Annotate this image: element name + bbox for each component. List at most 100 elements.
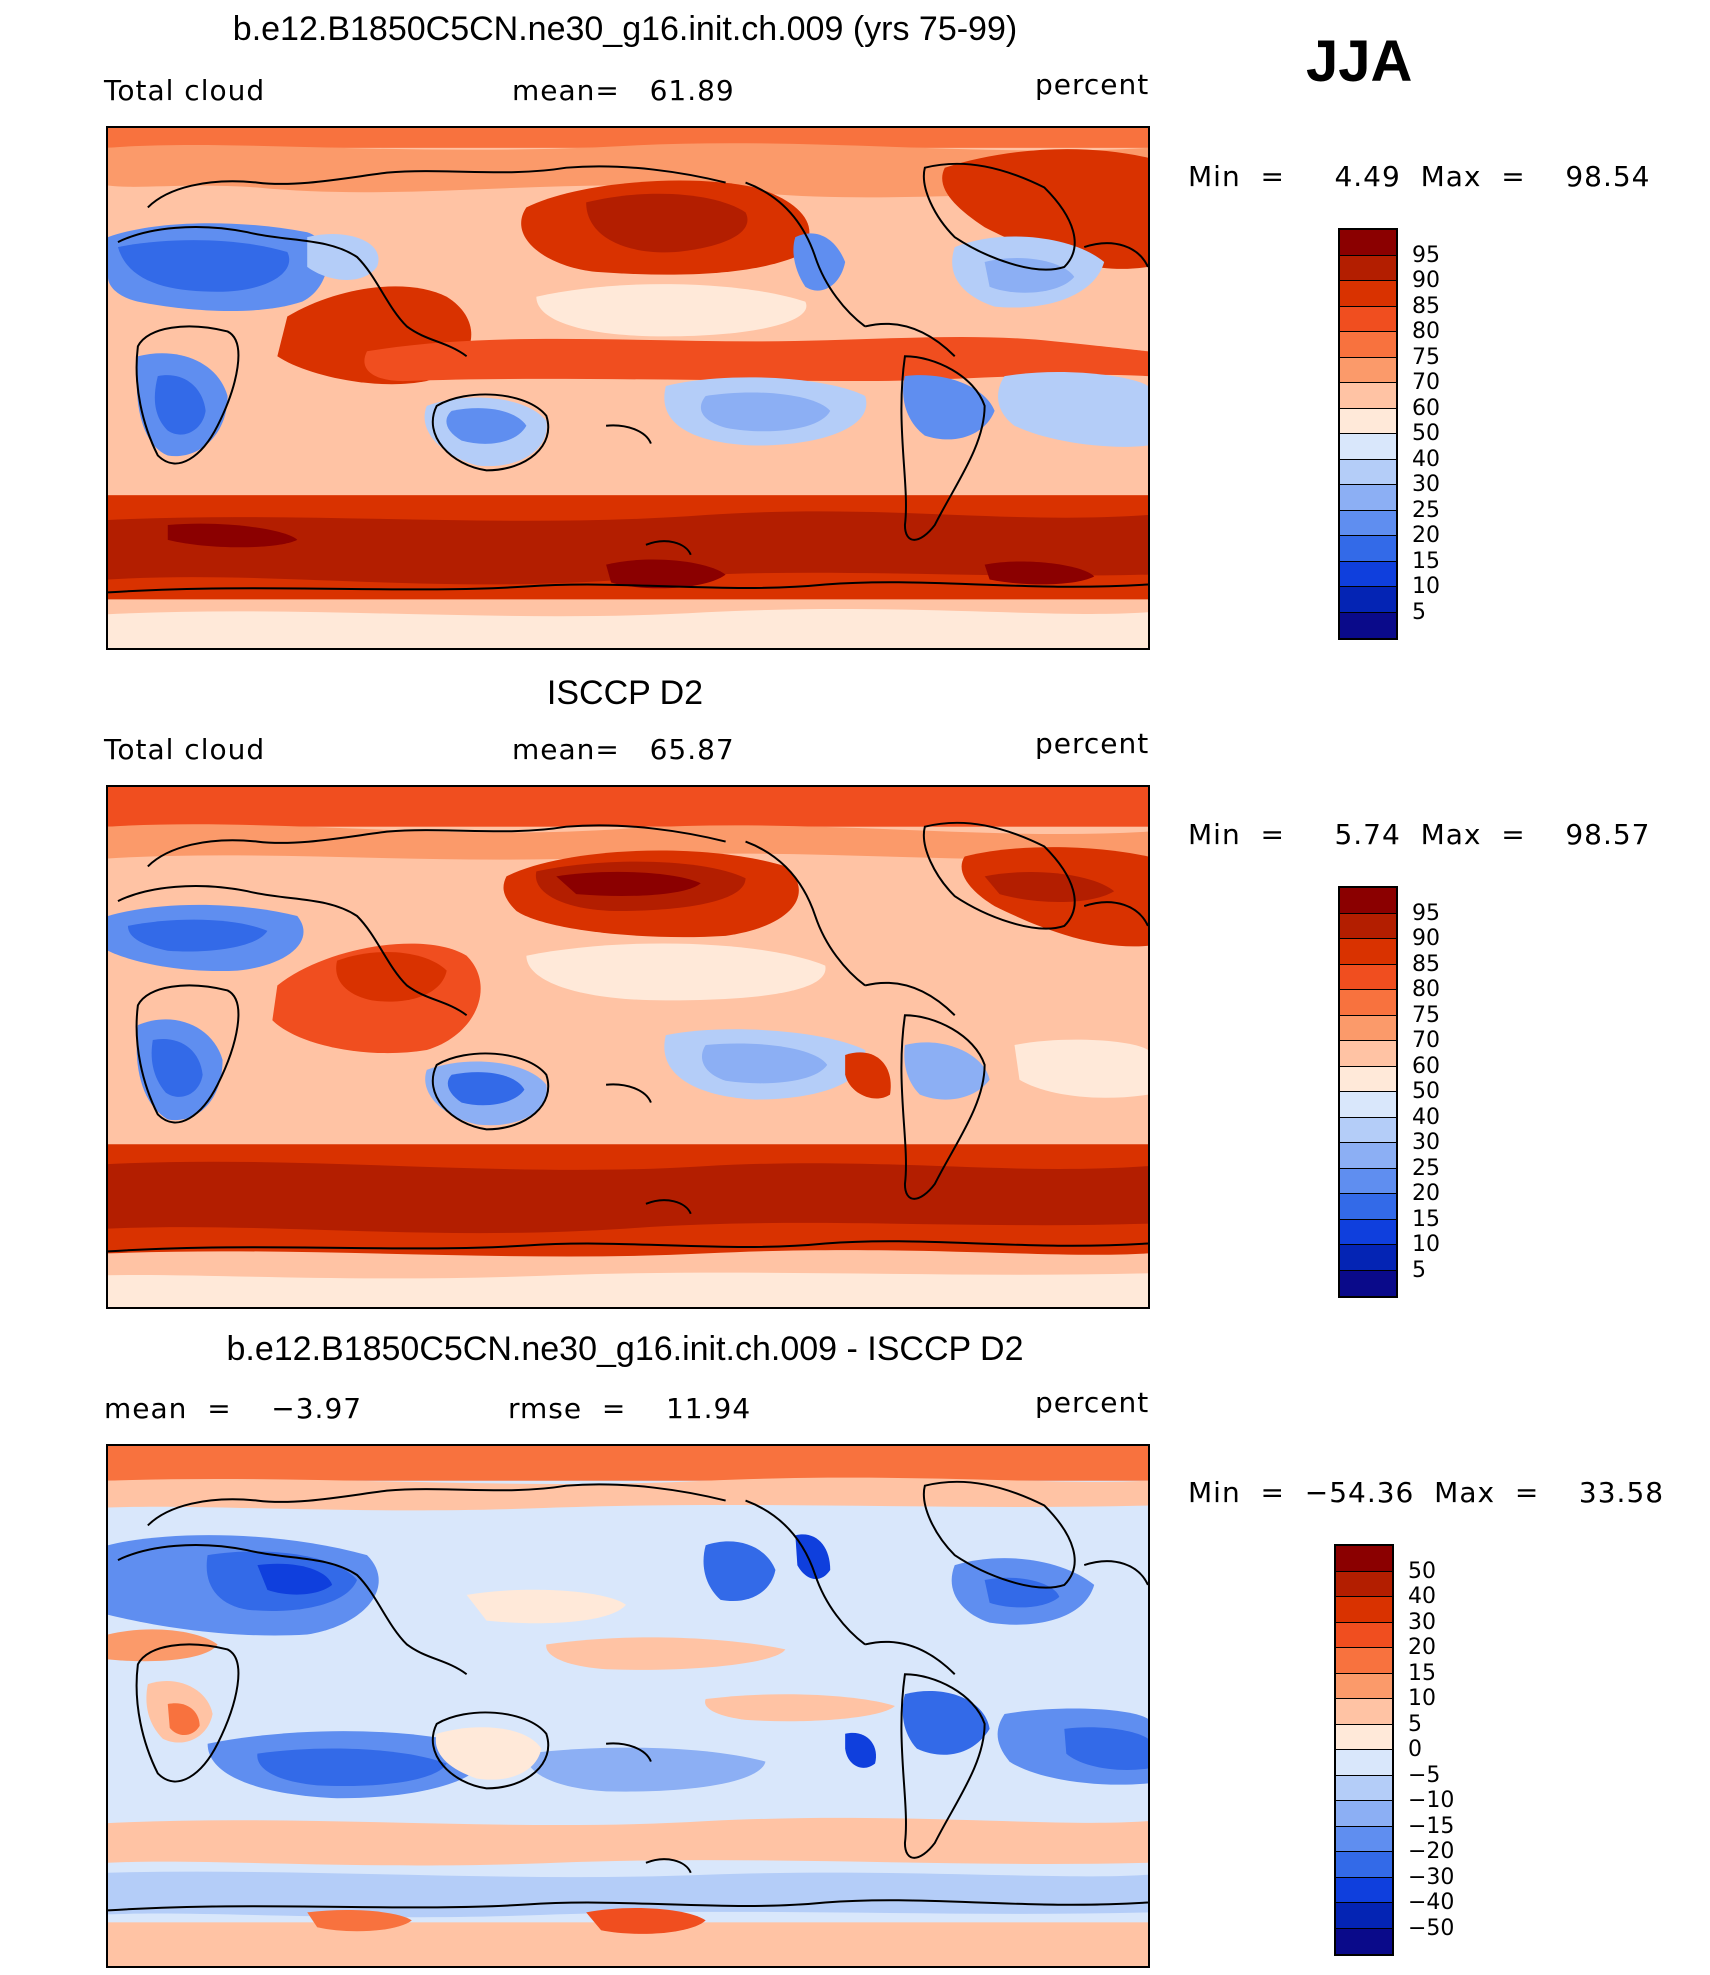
colorbar-label: 70 — [1412, 1028, 1440, 1053]
panel3-rmse-label: rmse = 11.94 — [508, 1392, 752, 1425]
colorbar-box — [1340, 1245, 1396, 1271]
colorbar-box — [1340, 1270, 1396, 1296]
colorbar-box — [1340, 536, 1396, 562]
colorbar-label: 75 — [1412, 1002, 1440, 1028]
colorbar-box — [1336, 1648, 1392, 1674]
colorbar-box — [1340, 1194, 1396, 1220]
colorbar-box — [1336, 1724, 1392, 1750]
colorbar-label: 85 — [1412, 951, 1440, 977]
colorbar-box — [1340, 1219, 1396, 1245]
colorbar-label: −50 — [1408, 1915, 1455, 1941]
panel2-title: ISCCP D2 — [546, 674, 704, 712]
colorbar-box — [1336, 1597, 1392, 1623]
colorbar-box — [1336, 1775, 1392, 1801]
colorbar-box — [1336, 1673, 1392, 1699]
panel2-minmax: Min = 5.74 Max = 98.57 — [1188, 818, 1651, 851]
panel2-colorbar — [1338, 886, 1398, 1298]
colorbar-box — [1340, 408, 1396, 434]
panel1-map — [106, 126, 1150, 650]
panel2-map — [106, 785, 1150, 1309]
panel2-variable-label: Total cloud — [104, 733, 266, 766]
colorbar-box — [1336, 1571, 1392, 1597]
panel3-map-svg — [108, 1446, 1148, 1966]
colorbar-label: 25 — [1412, 497, 1440, 523]
colorbar-box — [1340, 888, 1396, 914]
colorbar-box — [1336, 1903, 1392, 1929]
colorbar-label: 15 — [1412, 548, 1440, 574]
panel3-title: b.e12.B1850C5CN.ne30_g16.init.ch.009 - I… — [226, 1330, 1024, 1368]
colorbar-label: 25 — [1412, 1155, 1440, 1181]
panel2-coastlines — [108, 821, 1148, 1253]
colorbar-label: −15 — [1408, 1813, 1455, 1839]
colorbar-label: 10 — [1408, 1686, 1436, 1711]
colorbar-label: 80 — [1412, 319, 1440, 344]
colorbar-label: 5 — [1408, 1711, 1422, 1737]
colorbar-label: 10 — [1412, 1232, 1440, 1257]
colorbar-box — [1336, 1852, 1392, 1878]
colorbar-label: −30 — [1408, 1864, 1455, 1890]
colorbar-label: 0 — [1408, 1737, 1422, 1762]
colorbar-box — [1340, 561, 1396, 587]
colorbar-box — [1340, 281, 1396, 307]
panel1-colorbar — [1338, 228, 1398, 640]
colorbar-box — [1340, 1066, 1396, 1092]
colorbar-label: 40 — [1408, 1584, 1436, 1609]
colorbar-box — [1340, 990, 1396, 1016]
colorbar-box — [1340, 939, 1396, 965]
colorbar-label: 95 — [1412, 900, 1440, 926]
colorbar-box — [1340, 459, 1396, 485]
colorbar-box — [1340, 913, 1396, 939]
colorbar-label: 50 — [1408, 1558, 1436, 1584]
colorbar-label: 10 — [1412, 574, 1440, 599]
colorbar-label: 5 — [1412, 1257, 1426, 1283]
colorbar-box — [1340, 1041, 1396, 1067]
panel2-map-svg — [108, 787, 1148, 1307]
colorbar-label: 90 — [1412, 926, 1440, 951]
colorbar-box — [1340, 1015, 1396, 1041]
colorbar-label: 90 — [1412, 268, 1440, 293]
colorbar-box — [1340, 332, 1396, 358]
colorbar-label: 70 — [1412, 370, 1440, 395]
colorbar-box — [1340, 964, 1396, 990]
colorbar-box — [1340, 1117, 1396, 1143]
colorbar-label: 75 — [1412, 344, 1440, 370]
colorbar-box — [1340, 357, 1396, 383]
panel3-minmax: Min = −54.36 Max = 33.58 — [1188, 1476, 1665, 1509]
colorbar-label: −40 — [1408, 1890, 1455, 1915]
colorbar-box — [1340, 255, 1396, 281]
colorbar-label: −5 — [1408, 1762, 1441, 1788]
colorbar-box — [1336, 1546, 1392, 1572]
panel1-map-svg — [108, 128, 1148, 648]
colorbar-label: 20 — [1412, 523, 1440, 548]
colorbar-label: 15 — [1408, 1660, 1436, 1686]
colorbar-box — [1340, 383, 1396, 409]
panel1-mean-label: mean= 61.89 — [512, 74, 735, 107]
colorbar-box — [1336, 1877, 1392, 1903]
colorbar-label: 95 — [1412, 242, 1440, 268]
colorbar-box — [1336, 1750, 1392, 1776]
colorbar-label: 5 — [1412, 599, 1426, 625]
colorbar-label: −20 — [1408, 1839, 1455, 1864]
colorbar-box — [1336, 1622, 1392, 1648]
colorbar-label: 30 — [1412, 1130, 1440, 1155]
panel3-units-label: percent — [1035, 1386, 1150, 1419]
colorbar-box — [1340, 1092, 1396, 1118]
colorbar-label: 40 — [1412, 1104, 1440, 1130]
panel1-coastlines — [108, 162, 1148, 594]
colorbar-label: 30 — [1412, 472, 1440, 497]
colorbar-label: 50 — [1412, 1079, 1440, 1104]
colorbar-label: 50 — [1412, 421, 1440, 446]
colorbar-box — [1336, 1928, 1392, 1954]
panel1-variable-label: Total cloud — [104, 74, 266, 107]
colorbar-box — [1340, 1143, 1396, 1169]
colorbar-box — [1340, 587, 1396, 613]
colorbar-label: 60 — [1412, 395, 1440, 421]
colorbar-box — [1340, 434, 1396, 460]
panel1-minmax: Min = 4.49 Max = 98.54 — [1188, 160, 1651, 193]
colorbar-label: 15 — [1412, 1206, 1440, 1232]
colorbar-box — [1336, 1801, 1392, 1827]
colorbar-label: −10 — [1408, 1788, 1455, 1813]
colorbar-box — [1340, 510, 1396, 536]
colorbar-label: 85 — [1412, 293, 1440, 319]
season-label: JJA — [1306, 29, 1413, 94]
